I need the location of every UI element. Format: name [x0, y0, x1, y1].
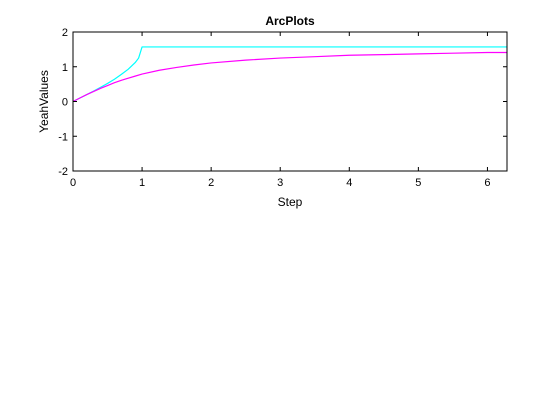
y-tick-label: 0	[62, 97, 68, 109]
x-tick-label: 5	[415, 177, 421, 189]
y-axis-label: YeahValues	[37, 70, 51, 133]
plot-area: 0 1 2 3 4 5 6 -2 -1 0 1 2	[58, 27, 507, 189]
x-tick-label: 1	[139, 177, 145, 189]
y-tick-label: 1	[62, 62, 68, 74]
x-tick-label: 4	[346, 177, 352, 189]
y-tick-label: 2	[62, 27, 68, 39]
y-tick-label: -2	[58, 166, 68, 178]
x-tick-label: 6	[484, 177, 490, 189]
chart-title: ArcPlots	[265, 14, 315, 28]
x-tick-label: 2	[208, 177, 214, 189]
x-tick-label: 3	[277, 177, 283, 189]
y-tick-label: -1	[58, 131, 68, 143]
x-tick-label: 0	[70, 177, 76, 189]
x-axis-label: Step	[278, 195, 303, 209]
